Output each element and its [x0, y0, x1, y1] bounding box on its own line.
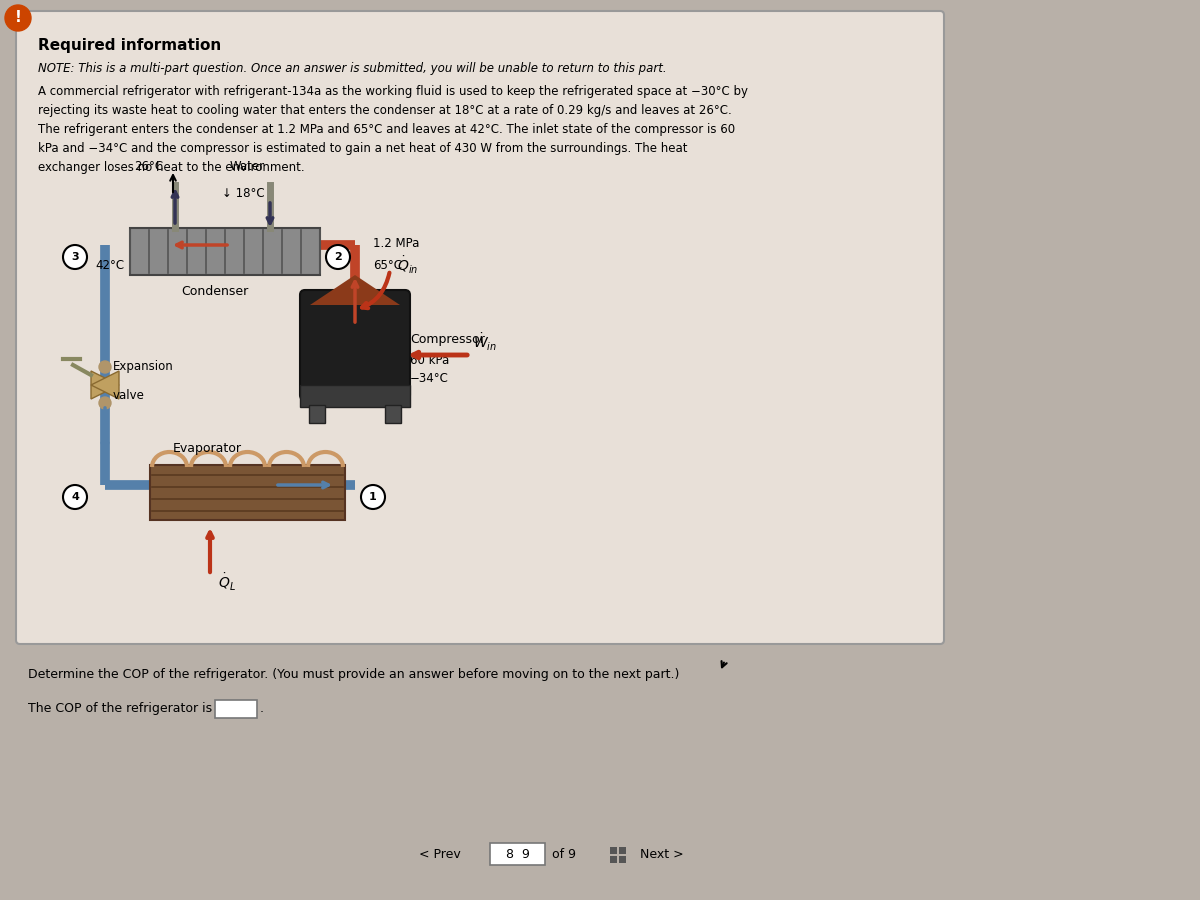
Text: kPa and −34°C and the compressor is estimated to gain a net heat of 430 W from t: kPa and −34°C and the compressor is esti…: [38, 142, 688, 155]
Bar: [619, 847, 626, 854]
Circle shape: [98, 397, 112, 409]
Bar: [610, 856, 617, 863]
Text: $\dot{Q}_{L}$: $\dot{Q}_{L}$: [218, 572, 236, 593]
Text: .: .: [260, 703, 264, 716]
Text: 1.2 MPa: 1.2 MPa: [373, 237, 419, 250]
FancyBboxPatch shape: [300, 290, 410, 400]
Bar: [215, 700, 257, 718]
Circle shape: [98, 361, 112, 373]
FancyBboxPatch shape: [130, 228, 320, 275]
Text: 3: 3: [71, 252, 79, 262]
Bar: [310, 405, 325, 423]
Text: 65°C: 65°C: [373, 259, 402, 272]
Text: Required information: Required information: [38, 38, 221, 53]
Bar: [610, 847, 617, 854]
Circle shape: [64, 245, 88, 269]
Text: NOTE: This is a multi-part question. Once an answer is submitted, you will be un: NOTE: This is a multi-part question. Onc…: [38, 62, 667, 75]
Text: valve: valve: [113, 389, 145, 402]
Text: 1: 1: [370, 492, 377, 502]
Text: Condenser: Condenser: [181, 285, 248, 298]
Text: The refrigerant enters the condenser at 1.2 MPa and 65°C and leaves at 42°C. The: The refrigerant enters the condenser at …: [38, 123, 736, 136]
Text: 26°C: 26°C: [134, 160, 163, 173]
FancyBboxPatch shape: [16, 11, 944, 644]
Text: A commercial refrigerator with refrigerant-134a as the working fluid is used to : A commercial refrigerator with refrigera…: [38, 85, 748, 98]
Text: rejecting its waste heat to cooling water that enters the condenser at 18°C at a: rejecting its waste heat to cooling wate…: [38, 104, 732, 117]
Circle shape: [326, 245, 350, 269]
Text: < Prev: < Prev: [419, 849, 461, 861]
Text: Water: Water: [230, 160, 265, 173]
Text: exchanger loses no heat to the environment.: exchanger loses no heat to the environme…: [38, 161, 305, 174]
Text: $\dot{Q}_{in}$: $\dot{Q}_{in}$: [397, 255, 419, 275]
Bar: [385, 405, 401, 423]
Circle shape: [361, 485, 385, 509]
Text: !: !: [14, 11, 22, 25]
Text: Next >: Next >: [640, 849, 684, 861]
Bar: [490, 843, 545, 865]
Text: $\dot{W}_{in}$: $\dot{W}_{in}$: [473, 331, 497, 353]
Text: ↓ 18°C: ↓ 18°C: [222, 187, 265, 200]
Bar: [619, 856, 626, 863]
Text: Compressor: Compressor: [410, 334, 485, 346]
Polygon shape: [91, 371, 119, 399]
Text: 2: 2: [334, 252, 342, 262]
Circle shape: [5, 5, 31, 31]
Text: 4: 4: [71, 492, 79, 502]
Polygon shape: [310, 275, 400, 305]
Bar: [150, 465, 346, 520]
Circle shape: [64, 485, 88, 509]
Text: The COP of the refrigerator is: The COP of the refrigerator is: [28, 702, 212, 715]
Text: Determine the COP of the refrigerator. (You must provide an answer before moving: Determine the COP of the refrigerator. (…: [28, 668, 679, 681]
Text: Expansion: Expansion: [113, 360, 174, 373]
Text: 8  9: 8 9: [506, 849, 530, 861]
Polygon shape: [91, 371, 119, 399]
Text: −34°C: −34°C: [410, 372, 449, 384]
Text: 42°C: 42°C: [96, 259, 125, 272]
Bar: [300, 385, 410, 407]
Text: of 9: of 9: [552, 849, 576, 861]
Text: Evaporator: Evaporator: [173, 442, 242, 455]
Text: 60 kPa: 60 kPa: [410, 354, 449, 366]
